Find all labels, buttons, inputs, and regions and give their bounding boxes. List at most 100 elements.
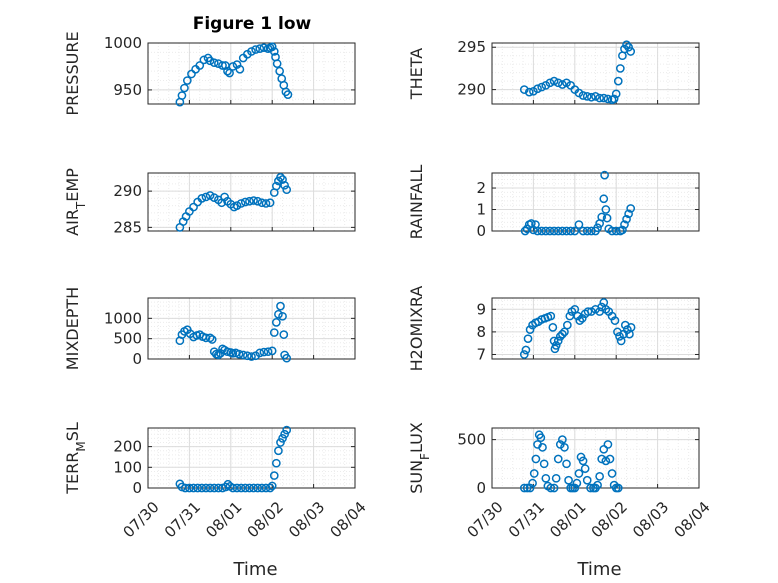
data-point bbox=[253, 196, 263, 206]
data-point bbox=[519, 85, 529, 94]
data-point bbox=[595, 472, 604, 481]
data-point bbox=[562, 226, 571, 236]
y-tick-label: 0 bbox=[476, 222, 486, 240]
data-point bbox=[282, 353, 292, 363]
data-point bbox=[276, 438, 285, 447]
y-tick-label: 1 bbox=[476, 201, 486, 219]
y-tick-label: 1000 bbox=[104, 309, 142, 327]
y-axis-label: MIXDEPTH bbox=[63, 287, 82, 370]
data-point bbox=[249, 483, 258, 493]
axes-box bbox=[147, 427, 356, 489]
data-point bbox=[259, 347, 269, 357]
data-point bbox=[232, 483, 242, 493]
x-axis-label: Time bbox=[576, 559, 621, 580]
subplot-2: 290 295 THETA bbox=[407, 38, 700, 105]
data-point bbox=[570, 483, 580, 493]
data-point bbox=[274, 446, 283, 456]
y-axis-label: SUNFLUX bbox=[407, 422, 432, 494]
y-tick-label: 295 bbox=[457, 38, 486, 56]
data-point bbox=[613, 483, 623, 493]
data-point bbox=[263, 347, 273, 357]
data-point bbox=[599, 194, 609, 204]
data-point bbox=[278, 175, 287, 184]
data-point bbox=[626, 204, 636, 213]
data-point bbox=[615, 332, 624, 341]
y-axis-label: THETA bbox=[407, 48, 426, 100]
data-point bbox=[259, 43, 269, 53]
data-point bbox=[558, 226, 567, 236]
y-tick-label: 285 bbox=[113, 218, 142, 236]
y-tick-label: 8 bbox=[476, 323, 486, 341]
data-point bbox=[282, 185, 292, 195]
axes-box bbox=[491, 42, 700, 105]
data-point bbox=[531, 454, 541, 464]
data-point bbox=[560, 443, 569, 452]
data-point bbox=[533, 84, 542, 94]
data-point bbox=[519, 350, 529, 359]
data-point bbox=[529, 225, 538, 235]
data-point bbox=[601, 205, 611, 214]
data-point bbox=[253, 483, 263, 493]
data-point bbox=[578, 91, 588, 100]
data-point bbox=[624, 42, 633, 52]
data-point bbox=[247, 352, 256, 361]
data-point bbox=[282, 425, 292, 435]
y-tick-label: 500 bbox=[113, 330, 142, 348]
data-point bbox=[602, 213, 612, 223]
data-point bbox=[538, 443, 547, 452]
data-point bbox=[574, 220, 584, 229]
data-point bbox=[529, 469, 539, 478]
data-point bbox=[553, 226, 563, 236]
y-tick-label: 0 bbox=[132, 350, 142, 368]
y-tick-label: 7 bbox=[476, 345, 486, 363]
data-point bbox=[280, 429, 289, 439]
data-point bbox=[622, 40, 631, 50]
data-point bbox=[214, 350, 223, 360]
data-point bbox=[582, 92, 592, 101]
data-point bbox=[278, 311, 287, 321]
data-point bbox=[218, 61, 227, 70]
y-tick-label: 200 bbox=[113, 438, 142, 456]
data-point bbox=[185, 483, 194, 493]
subplot-5: 0 500 1000 MIXDEPTH bbox=[63, 287, 356, 370]
data-point bbox=[607, 226, 617, 236]
data-point bbox=[205, 483, 215, 493]
data-point bbox=[251, 45, 260, 54]
x-axis-label: Time bbox=[232, 559, 277, 580]
data-point bbox=[225, 68, 234, 78]
data-point bbox=[597, 302, 607, 312]
data-point bbox=[613, 76, 623, 86]
data-point bbox=[573, 311, 583, 321]
y-tick-label: 950 bbox=[113, 81, 142, 99]
data-point bbox=[271, 181, 281, 191]
data-point bbox=[541, 473, 551, 483]
y-tick-label: 290 bbox=[113, 182, 142, 200]
y-tick-label: 2 bbox=[476, 179, 486, 197]
data-point bbox=[197, 483, 207, 493]
data-point bbox=[610, 316, 620, 325]
data-point bbox=[611, 89, 621, 99]
data-point bbox=[562, 320, 572, 330]
data-point bbox=[622, 214, 631, 224]
y-tick-label: 0 bbox=[476, 479, 486, 497]
data-point bbox=[521, 345, 531, 355]
data-point bbox=[587, 307, 596, 316]
axes-box bbox=[147, 172, 356, 232]
data-point bbox=[548, 323, 558, 332]
data-point bbox=[593, 480, 602, 490]
y-tick-label: 100 bbox=[113, 458, 142, 476]
data-point bbox=[523, 334, 533, 344]
data-point bbox=[275, 66, 285, 76]
data-point bbox=[524, 87, 534, 97]
data-point bbox=[624, 209, 633, 219]
data-point bbox=[245, 483, 254, 493]
data-point bbox=[595, 93, 604, 103]
y-axis-label: TERRMSL bbox=[63, 422, 88, 495]
y-tick-label: 500 bbox=[457, 431, 486, 449]
data-point bbox=[609, 94, 619, 104]
data-point bbox=[180, 483, 190, 493]
data-point bbox=[274, 309, 283, 319]
data-point bbox=[583, 307, 593, 316]
data-point bbox=[522, 483, 532, 493]
